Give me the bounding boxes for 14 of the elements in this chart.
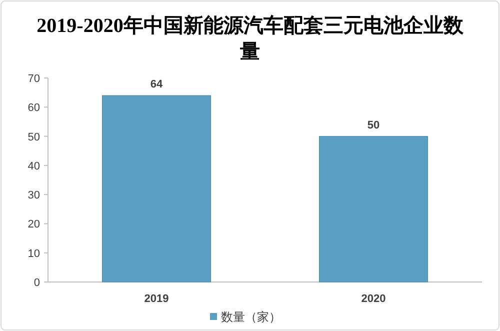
data-label: 50 bbox=[367, 119, 380, 132]
data-label: 64 bbox=[150, 78, 164, 90]
y-tick-label: 20 bbox=[28, 218, 40, 231]
y-tick-label: 60 bbox=[28, 102, 40, 114]
legend-label: 数量（家） bbox=[221, 310, 281, 324]
y-tick-label: 0 bbox=[34, 277, 40, 289]
x-tick-label: 2019 bbox=[144, 293, 169, 305]
y-tick-label: 50 bbox=[28, 131, 40, 144]
chart-title: 2019-2020年中国新能源汽车配套三元电池企业数量 bbox=[36, 14, 464, 63]
y-tick-label: 40 bbox=[28, 160, 40, 172]
x-tick-label: 2020 bbox=[361, 293, 386, 305]
y-tick-label: 10 bbox=[28, 248, 40, 260]
y-tick-label: 70 bbox=[28, 73, 40, 85]
y-tick-label: 30 bbox=[28, 190, 40, 202]
